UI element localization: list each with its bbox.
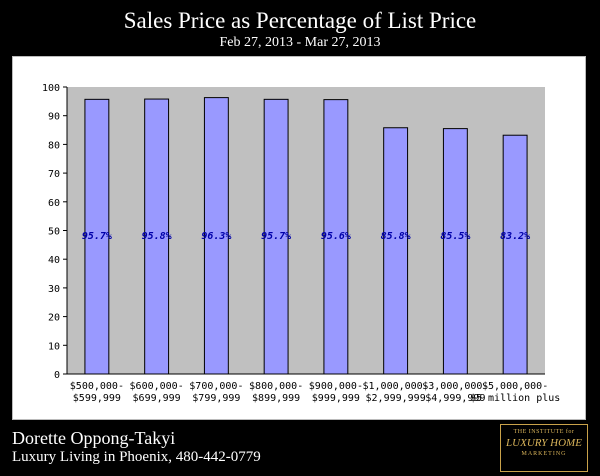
bar-data-label: 83.2% bbox=[500, 231, 530, 242]
x-tick-label: $800,000- bbox=[249, 381, 303, 392]
x-tick-label: $900,000- bbox=[309, 381, 363, 392]
bar-data-label: 95.7% bbox=[261, 231, 291, 242]
x-tick-label: $1,000,000- bbox=[363, 381, 429, 392]
y-tick-label: 10 bbox=[48, 341, 60, 352]
x-tick-label: $5,000,000- bbox=[482, 381, 548, 392]
y-tick-label: 30 bbox=[48, 284, 60, 295]
x-tick-label: $5 million plus bbox=[470, 393, 560, 404]
chart-subtitle: Feb 27, 2013 - Mar 27, 2013 bbox=[219, 35, 381, 50]
bar bbox=[84, 98, 110, 375]
logo-line-3: MARKETING bbox=[521, 451, 567, 457]
y-tick-label: 20 bbox=[48, 313, 60, 324]
bar bbox=[383, 127, 409, 375]
bar-data-label: 95.6% bbox=[321, 231, 351, 242]
bar-data-label: 95.8% bbox=[142, 231, 172, 242]
bar-data-label: 85.8% bbox=[381, 231, 411, 242]
agent-tagline: Luxury Living in Phoenix, 480-442-0779 bbox=[12, 449, 261, 465]
y-tick-label: 40 bbox=[48, 255, 60, 266]
chart-title: Sales Price as Percentage of List Price bbox=[123, 8, 477, 33]
y-tick-label: 70 bbox=[48, 169, 60, 180]
agent-name: Dorette Oppong-Takyi bbox=[12, 428, 176, 448]
x-tick-label: $799,999 bbox=[192, 393, 240, 404]
y-tick-label: 90 bbox=[48, 112, 60, 123]
bar-data-label: 96.3% bbox=[201, 231, 231, 242]
bar bbox=[203, 97, 229, 375]
x-tick-label: $500,000- bbox=[70, 381, 124, 392]
x-tick-label: $600,000- bbox=[130, 381, 184, 392]
bar bbox=[502, 134, 528, 375]
x-tick-label: $3,000,000- bbox=[422, 381, 488, 392]
y-tick-label: 60 bbox=[48, 198, 60, 209]
logo-line-1: THE INSTITUTE for bbox=[513, 429, 575, 435]
bar-chart: 0 10 20 30 40 50 60 70 80 90 100 95.7% $500,000-$599… bbox=[42, 83, 560, 404]
bar bbox=[144, 98, 170, 375]
bar bbox=[442, 128, 468, 375]
y-tick-label: 100 bbox=[42, 83, 60, 94]
x-tick-label: $700,000- bbox=[189, 381, 243, 392]
x-tick-label: $699,999 bbox=[133, 393, 181, 404]
bar bbox=[323, 99, 349, 375]
x-tick-label: $899,999 bbox=[252, 393, 300, 404]
x-tick-label: $2,999,999 bbox=[366, 393, 426, 404]
x-tick-label: $999,999 bbox=[312, 393, 360, 404]
plot-area bbox=[67, 87, 545, 374]
y-tick-label: 80 bbox=[48, 140, 60, 151]
bar-data-label: 95.7% bbox=[82, 231, 112, 242]
bar-data-label: 85.5% bbox=[440, 231, 470, 242]
y-tick-label: 50 bbox=[48, 227, 60, 238]
y-tick-label: 0 bbox=[54, 370, 60, 381]
chart-panel: 0 10 20 30 40 50 60 70 80 90 100 95.7% $500,000- $599… bbox=[12, 56, 586, 420]
bar bbox=[263, 98, 289, 375]
logo-line-2: LUXURY HOME bbox=[506, 437, 582, 449]
x-tick-label: $599,999 bbox=[73, 393, 121, 404]
x-tick-label: $4,999,999 bbox=[425, 393, 485, 404]
institute-logo: THE INSTITUTE for LUXURY HOME MARKETING bbox=[500, 424, 588, 472]
